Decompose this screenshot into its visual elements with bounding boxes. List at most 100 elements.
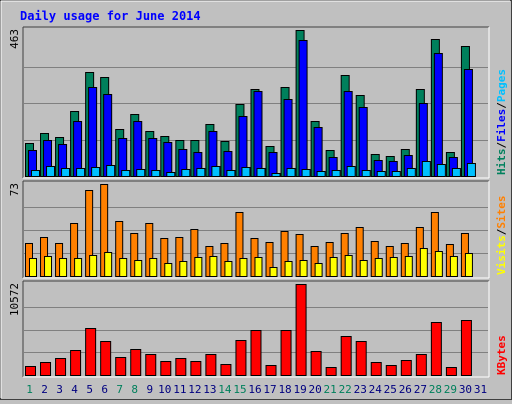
bar-pages-30 <box>466 163 476 177</box>
bar-files-5 <box>88 87 98 177</box>
panel-kbytes: 10572 KBytes <box>8 280 508 378</box>
bar-sites-25 <box>389 257 398 277</box>
bar-files-20 <box>313 127 323 177</box>
x-tick-label-21: 21 <box>324 383 337 396</box>
bar-sites-9 <box>149 258 158 277</box>
legend-entry: Files <box>495 109 508 142</box>
x-tick-label-23: 23 <box>354 383 367 396</box>
bar-sites-13 <box>209 256 218 277</box>
x-tick-label-29: 29 <box>444 383 457 396</box>
x-tick-label-12: 12 <box>188 383 201 396</box>
bar-pages-8 <box>136 169 146 177</box>
bars <box>25 284 472 376</box>
bar-files-16 <box>253 91 263 177</box>
bar-pages-7 <box>121 170 131 177</box>
bar-pages-24 <box>376 171 386 177</box>
x-tick-label-14: 14 <box>218 383 232 396</box>
x-tick-label-28: 28 <box>429 383 442 396</box>
bar-pages-11 <box>181 169 191 177</box>
x-tick-label-5: 5 <box>86 383 93 396</box>
legend-entry: / <box>495 102 508 109</box>
bar-pages-12 <box>196 168 206 177</box>
bar-files-6 <box>103 94 113 177</box>
bar-kbytes-11 <box>175 358 187 376</box>
bar-kbytes-22 <box>340 336 352 376</box>
bar-pages-17 <box>271 173 281 177</box>
right-legend: Hits/Files/Pages <box>495 69 508 175</box>
bar-sites-10 <box>164 263 173 277</box>
bar-sites-21 <box>329 257 338 277</box>
bar-kbytes-27 <box>415 354 427 376</box>
bar-files-19 <box>298 40 308 177</box>
legend-entry: KBytes <box>495 335 508 375</box>
bar-kbytes-10 <box>160 361 172 376</box>
bar-files-23 <box>358 107 368 177</box>
bar-pages-22 <box>346 166 356 177</box>
x-tick-label-3: 3 <box>56 383 63 396</box>
bar-sites-28 <box>434 251 443 277</box>
bar-files-28 <box>433 53 443 177</box>
bar-pages-16 <box>256 168 266 177</box>
bar-sites-12 <box>194 257 203 277</box>
x-tick-label-10: 10 <box>158 383 171 396</box>
bar-pages-10 <box>166 172 176 177</box>
legend-entry: Sites <box>495 196 508 229</box>
bar-pages-20 <box>316 171 326 177</box>
x-tick-label-17: 17 <box>263 383 276 396</box>
bar-sites-17 <box>269 267 278 277</box>
x-tick-label-22: 22 <box>339 383 352 396</box>
legend-entry: / <box>495 142 508 149</box>
x-tick-label-9: 9 <box>146 383 153 396</box>
bar-kbytes-6 <box>100 341 112 376</box>
legend-entry: Pages <box>495 69 508 102</box>
x-tick-label-1: 1 <box>26 383 33 396</box>
bar-pages-9 <box>151 170 161 177</box>
x-axis-labels: 1 2 3 4 5 6 7 8 9 10 11 12 13 14 15 16 17 18 19 20 21 22 23 24 2… <box>26 383 487 396</box>
x-tick-label-11: 11 <box>173 383 186 396</box>
bar-kbytes-30 <box>460 320 472 376</box>
legend-entry: / <box>495 228 508 235</box>
legend-entry: Hits <box>495 149 508 176</box>
bar-sites-27 <box>419 248 428 277</box>
x-tick-label-30: 30 <box>459 383 472 396</box>
bar-sites-5 <box>89 255 98 277</box>
bar-pages-26 <box>406 168 416 177</box>
chart-title: Daily usage for June 2014 <box>20 9 201 23</box>
right-legend: Visits/Sites <box>495 196 508 276</box>
bar-kbytes-14 <box>220 364 232 376</box>
bar-kbytes-26 <box>400 360 412 376</box>
bar-pages-13 <box>211 166 221 177</box>
bar-files-8 <box>133 121 143 177</box>
bar-sites-1 <box>29 258 37 277</box>
x-tick-label-18: 18 <box>278 383 291 396</box>
bar-kbytes-21 <box>325 367 337 376</box>
bar-pages-15 <box>241 167 251 177</box>
bar-sites-26 <box>404 256 413 277</box>
bar-kbytes-20 <box>310 351 322 376</box>
bar-kbytes-4 <box>70 350 82 376</box>
bar-kbytes-28 <box>430 322 442 376</box>
bar-sites-8 <box>134 260 143 277</box>
bar-kbytes-23 <box>355 341 367 376</box>
bar-sites-2 <box>44 256 53 277</box>
bar-sites-22 <box>344 255 353 277</box>
bar-kbytes-16 <box>250 330 262 376</box>
x-tick-label-6: 6 <box>101 383 108 396</box>
x-tick-label-31: 31 <box>474 383 487 396</box>
bar-sites-14 <box>224 261 233 277</box>
bar-kbytes-3 <box>55 358 67 376</box>
bar-pages-21 <box>331 170 341 177</box>
bar-files-30 <box>463 69 473 177</box>
bar-sites-16 <box>254 257 263 277</box>
bar-pages-4 <box>76 168 86 177</box>
bar-pages-18 <box>286 168 296 177</box>
y-max-label: 463 <box>8 29 21 49</box>
bar-sites-7 <box>119 258 128 277</box>
bar-sites-30 <box>464 253 473 277</box>
bar-sites-24 <box>374 258 383 277</box>
bar-pages-25 <box>391 171 401 177</box>
x-tick-label-15: 15 <box>233 383 246 396</box>
bar-sites-3 <box>59 258 68 277</box>
